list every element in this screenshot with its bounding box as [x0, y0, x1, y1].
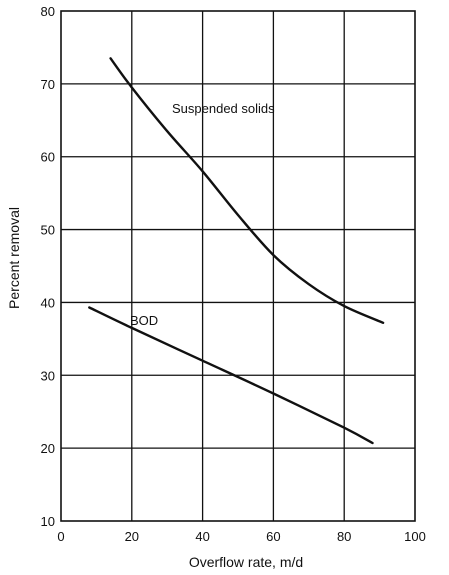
grid-lines: [61, 11, 415, 521]
y-tick-label: 10: [41, 514, 55, 529]
annotation-suspended-solids: Suspended solids: [172, 101, 275, 116]
y-tick-label: 20: [41, 441, 55, 456]
x-axis-label: Overflow rate, m/d: [189, 554, 303, 570]
y-tick-label: 80: [41, 4, 55, 19]
y-tick-labels: 10 20 30 40 50 60 70 80: [41, 4, 55, 529]
series-line-bod: [88, 306, 374, 445]
x-tick-label: 0: [57, 529, 64, 544]
x-tick-label: 20: [125, 529, 139, 544]
annotation-bod: BOD: [130, 313, 158, 328]
y-tick-label: 30: [41, 368, 55, 383]
y-tick-label: 70: [41, 77, 55, 92]
plot-frame: [60, 10, 416, 522]
y-tick-label: 50: [41, 223, 55, 238]
series-lines: [88, 57, 385, 445]
x-tick-label: 60: [266, 529, 280, 544]
y-tick-label: 40: [41, 295, 55, 310]
x-tick-label: 80: [337, 529, 351, 544]
series-line-suspended-solids: [109, 57, 385, 324]
y-tick-label: 60: [41, 150, 55, 165]
x-tick-label: 100: [404, 529, 426, 544]
x-tick-label: 40: [195, 529, 209, 544]
x-tick-labels: 0 20 40 60 80 100: [57, 529, 425, 544]
y-axis-label: Percent removal: [6, 207, 22, 309]
